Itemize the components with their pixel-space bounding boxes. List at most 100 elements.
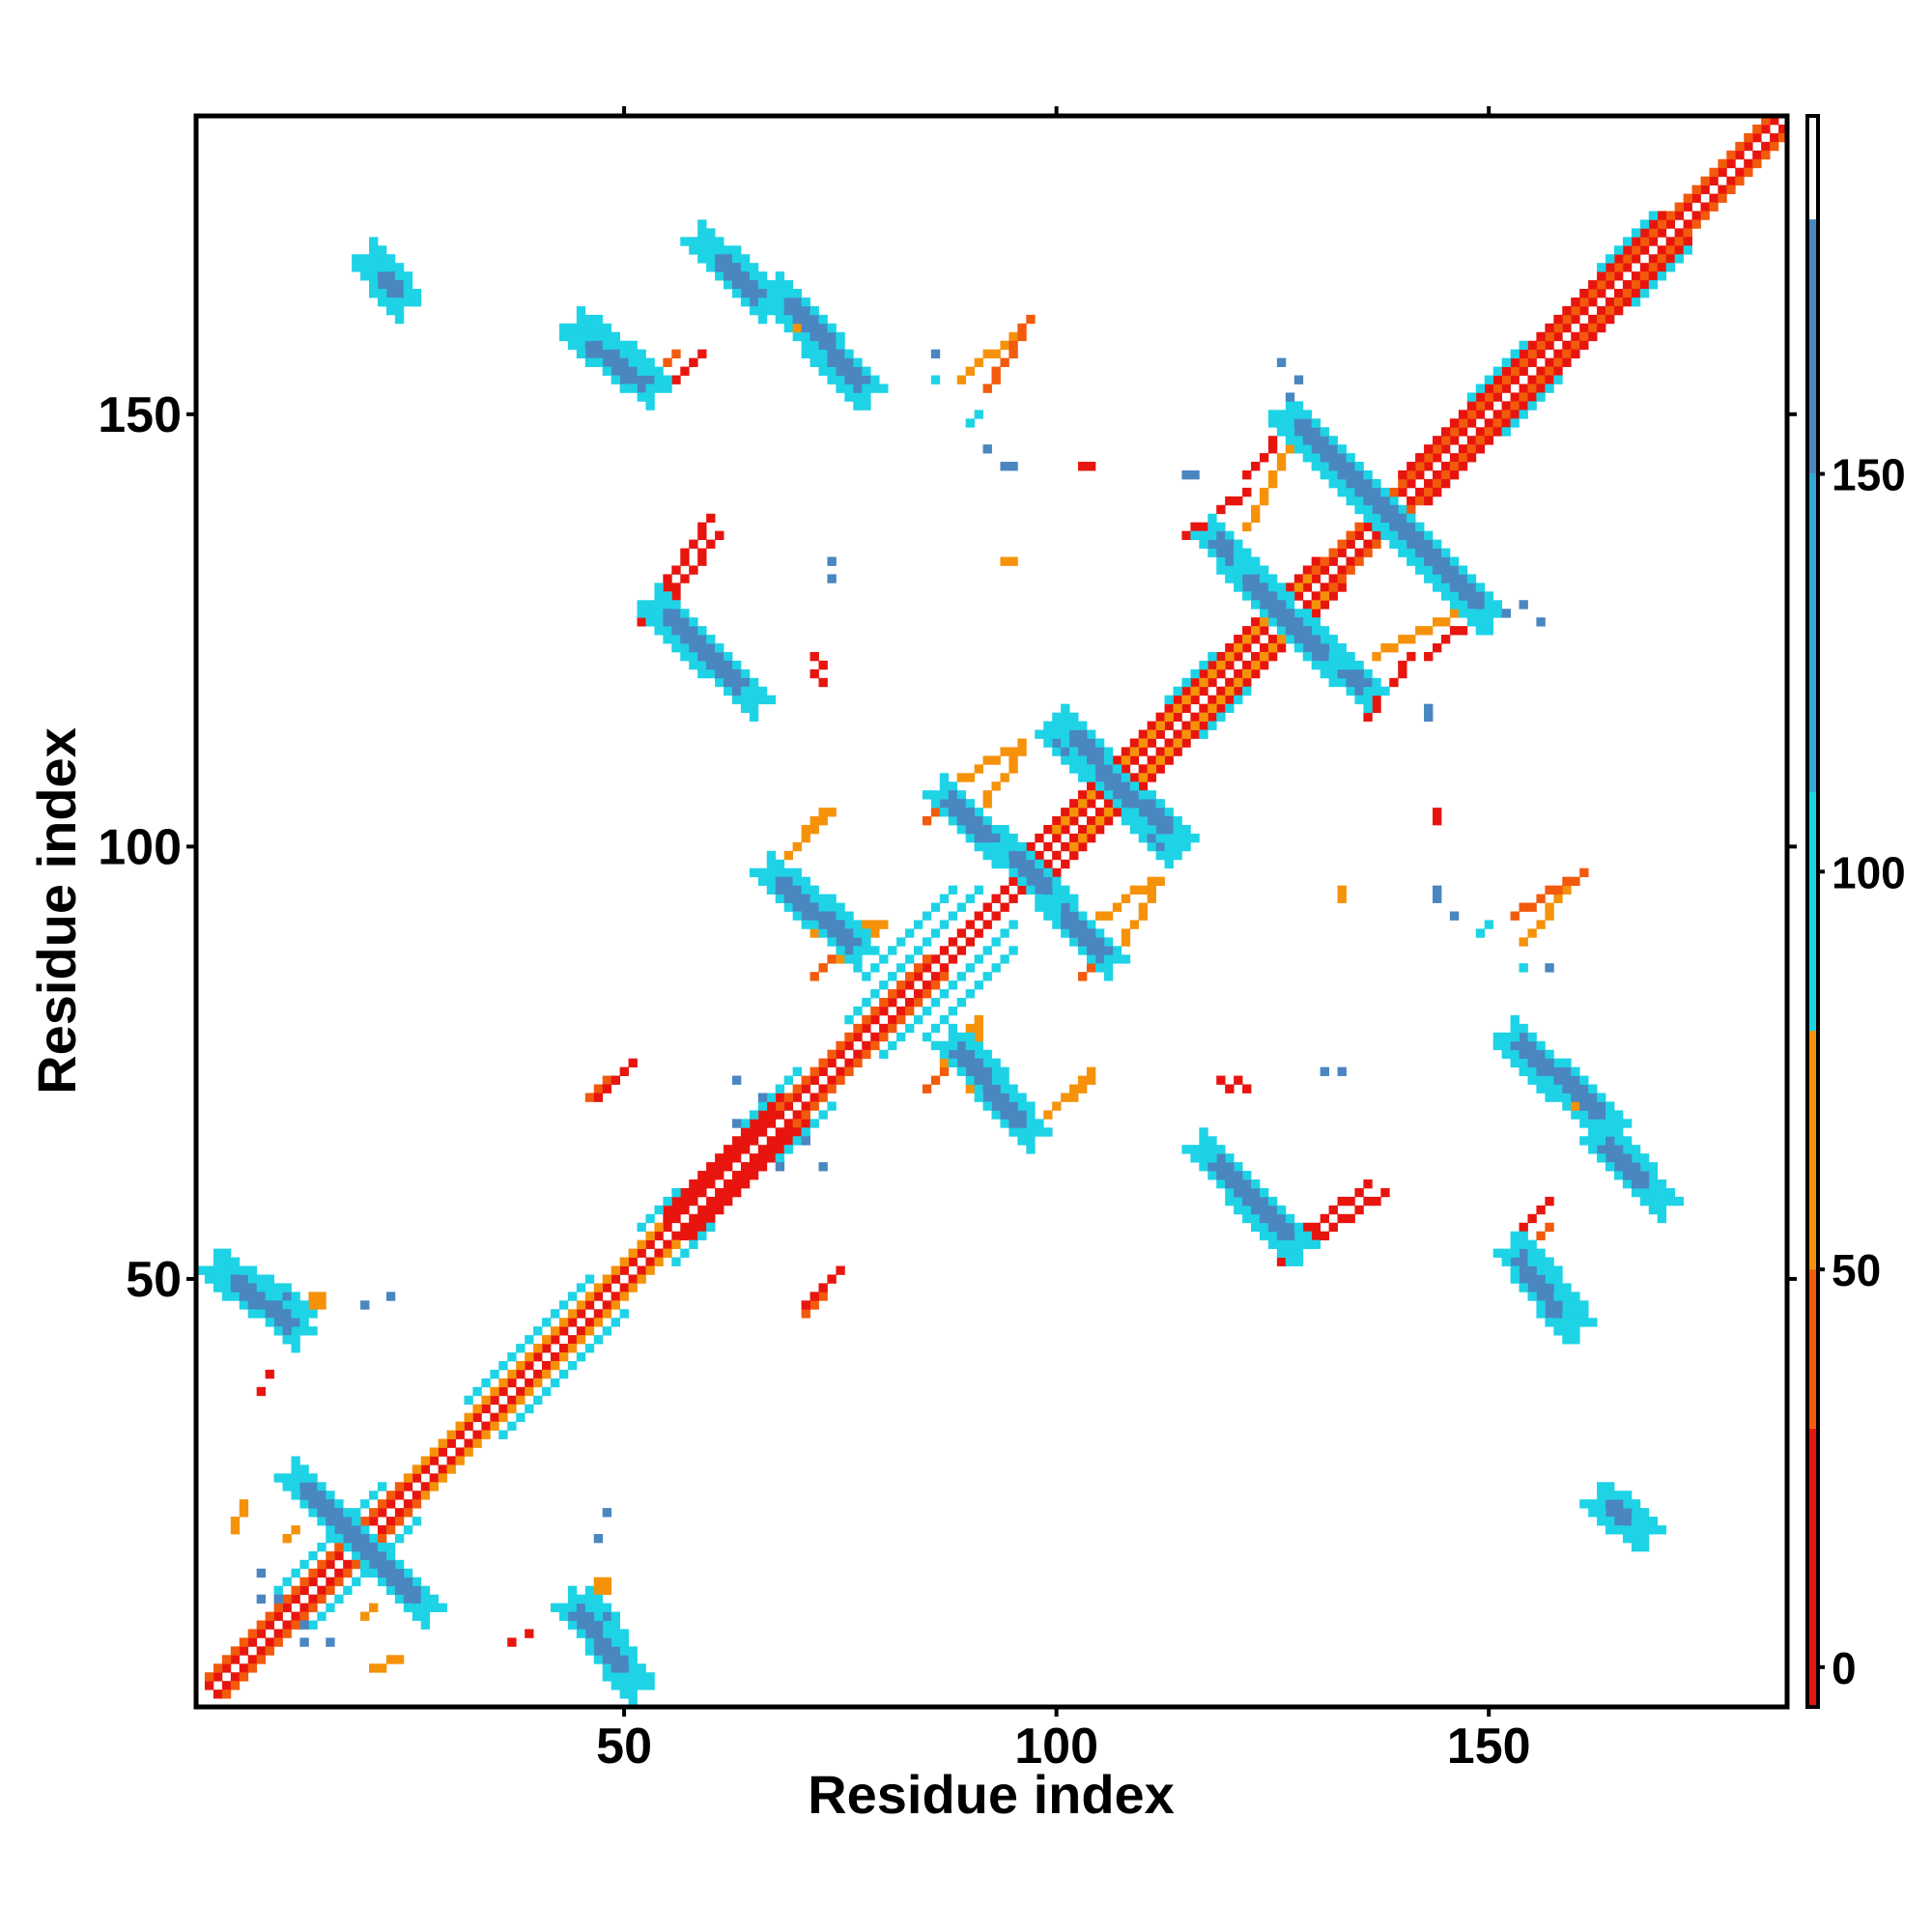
heatmap-cell (1009, 946, 1018, 955)
heatmap-cell (576, 314, 586, 325)
heatmap-cell (481, 1430, 491, 1439)
heatmap-cell (1424, 539, 1434, 549)
heatmap-cell (1744, 167, 1753, 178)
heatmap-cell (757, 867, 768, 878)
heatmap-cell (291, 1318, 300, 1327)
heatmap-cell (1605, 1525, 1615, 1535)
heatmap-cell (1181, 721, 1191, 730)
heatmap-cell (1579, 323, 1589, 333)
heatmap-cell (1363, 522, 1373, 532)
heatmap-cell (1501, 410, 1511, 419)
heatmap-cell (1380, 496, 1390, 506)
heatmap-cell (775, 1101, 785, 1111)
heatmap-cell (282, 1292, 292, 1301)
heatmap-cell (377, 254, 387, 264)
heatmap-cell (1017, 1093, 1027, 1102)
heatmap-cell (1234, 548, 1243, 557)
heatmap-cell (645, 366, 655, 376)
heatmap-cell (291, 1525, 300, 1535)
heatmap-cell (377, 1550, 387, 1561)
heatmap-cell (1579, 1499, 1589, 1509)
heatmap-cell (991, 1084, 1001, 1094)
heatmap-cell (593, 1655, 604, 1664)
heatmap-cell (1475, 928, 1486, 938)
heatmap-cell (1276, 1213, 1287, 1224)
heatmap-cell (273, 1300, 283, 1310)
heatmap-cell (1657, 1196, 1667, 1207)
heatmap-cell (1440, 565, 1451, 575)
heatmap-cell (1501, 366, 1511, 376)
heatmap-cell (1519, 600, 1528, 610)
heatmap-cell (1562, 1058, 1572, 1068)
heatmap-cell (904, 972, 915, 981)
heatmap-cell (1173, 712, 1182, 722)
heatmap-cell (1234, 643, 1243, 653)
heatmap-cell (689, 635, 698, 644)
heatmap-cell (939, 1066, 950, 1076)
heatmap-cell (558, 1326, 569, 1336)
heatmap-cell (498, 1412, 508, 1423)
heatmap-cell (1216, 548, 1226, 557)
heatmap-cell (1251, 462, 1261, 471)
heatmap-cell (576, 1594, 586, 1604)
heatmap-cell (1354, 496, 1364, 506)
heatmap-cell (836, 349, 845, 359)
heatmap-cell (715, 530, 724, 540)
heatmap-cell (1147, 755, 1156, 765)
heatmap-cell (1588, 1101, 1598, 1111)
colorbar-band (1807, 791, 1818, 1032)
heatmap-cell (1285, 444, 1295, 454)
heatmap-cell (1129, 755, 1140, 765)
heatmap-cell (385, 1550, 396, 1561)
heatmap-cell (1337, 582, 1347, 592)
heatmap-cell (1709, 176, 1719, 186)
heatmap-cell (1484, 392, 1494, 402)
heatmap-cell (982, 902, 992, 912)
heatmap-cell (930, 790, 941, 800)
heatmap-cell (1009, 867, 1018, 878)
heatmap-cell (1648, 1171, 1659, 1180)
heatmap-cell (956, 972, 967, 981)
heatmap-cell (1234, 651, 1243, 662)
heatmap-cell (1086, 946, 1096, 955)
heatmap-cell (1242, 548, 1252, 557)
heatmap-cell (1276, 1231, 1287, 1241)
heatmap-cell (385, 1491, 396, 1500)
heatmap-cell (1267, 1196, 1278, 1207)
heatmap-cell (1346, 469, 1355, 480)
heatmap-cell (308, 1577, 318, 1587)
heatmap-cell (1536, 366, 1546, 376)
heatmap-cell (1631, 1153, 1641, 1163)
heatmap-cell (584, 1603, 595, 1612)
heatmap-cell (757, 297, 768, 307)
heatmap-cell (282, 1473, 292, 1483)
heatmap-cell (1389, 504, 1399, 515)
heatmap-cell (982, 1093, 992, 1102)
heatmap-cell (1613, 1499, 1624, 1509)
heatmap-cell (213, 1690, 223, 1699)
heatmap-cell (1061, 721, 1070, 730)
heatmap-cell (1052, 894, 1062, 903)
heatmap-cell (507, 1637, 517, 1647)
heatmap-cell (982, 1084, 992, 1094)
heatmap-cell (645, 600, 655, 610)
heatmap-cell (1129, 808, 1140, 817)
heatmap-cell (1199, 530, 1208, 540)
heatmap-cell (1545, 1093, 1554, 1102)
heatmap-cell (619, 366, 629, 376)
heatmap-cell (1173, 833, 1182, 843)
heatmap-cell (654, 600, 664, 610)
heatmap-cell (1259, 1196, 1269, 1207)
heatmap-cell (836, 340, 845, 351)
heatmap-cell (1208, 668, 1217, 679)
heatmap-cell (343, 1525, 353, 1535)
colorbar-tick-label: 100 (1832, 847, 1906, 897)
heatmap-cell (654, 609, 664, 618)
heatmap-cell (783, 902, 794, 912)
heatmap-cell (1026, 1127, 1036, 1137)
heatmap-cell (663, 1205, 672, 1215)
heatmap-cell (654, 617, 664, 627)
heatmap-cell (533, 1369, 543, 1379)
heatmap-cell (1536, 1309, 1546, 1319)
heatmap-cell (922, 963, 932, 973)
